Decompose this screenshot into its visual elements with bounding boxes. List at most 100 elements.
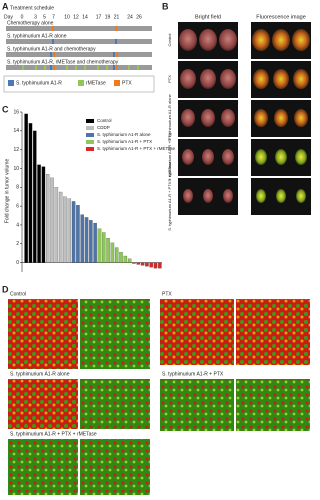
- panel-title: Treatment schedule: [10, 5, 54, 11]
- panel-letter: A: [2, 1, 9, 11]
- legend-label: S. typhimurium A1-R + PTX + rMETase: [97, 146, 176, 151]
- micrograph: [236, 379, 310, 431]
- tumor: [292, 29, 310, 51]
- rmetase-marker: [22, 65, 24, 70]
- rmetase-marker: [97, 65, 99, 70]
- tumor: [294, 109, 308, 127]
- y-tick-label: 0: [16, 260, 19, 266]
- micrograph: [8, 299, 78, 369]
- bar: [67, 198, 72, 263]
- y-tick-label: 6: [16, 203, 19, 209]
- rmetase-marker: [66, 65, 68, 70]
- tumor: [296, 189, 306, 203]
- y-tick-label: 14: [13, 128, 19, 134]
- bar: [153, 262, 158, 269]
- micrograph: [160, 299, 234, 365]
- bar: [132, 262, 136, 264]
- schedule: [6, 26, 152, 70]
- row-label: S. typhimurium A1-R + PTX: [167, 132, 172, 181]
- column-header: Bright field: [195, 14, 221, 20]
- bacteria-marker: [52, 39, 54, 44]
- tumor: [203, 189, 213, 203]
- tumor: [273, 69, 289, 89]
- tumor: [199, 29, 217, 51]
- legend-swatch: [86, 119, 94, 123]
- row-label: PTX: [167, 75, 172, 83]
- schedule-bar: [6, 65, 152, 70]
- micrograph: [8, 439, 78, 495]
- tumor: [274, 109, 288, 127]
- ptx-marker: [53, 65, 55, 70]
- row-label: S. typhimurium A1-R, rMETase and chemoth…: [7, 59, 119, 65]
- legend-swatch: [86, 133, 94, 137]
- y-tick-label: 4: [16, 222, 19, 228]
- day-number: 0: [21, 14, 24, 20]
- panel-letter: B: [162, 1, 169, 11]
- bar: [119, 252, 123, 263]
- tumor: [181, 109, 195, 127]
- legend-label: S. typhimurium A1-R: [16, 80, 62, 86]
- bar: [50, 177, 54, 263]
- tumor: [272, 29, 290, 51]
- tumor: [253, 69, 269, 89]
- bacteria-marker: [113, 52, 115, 57]
- tumor: [256, 189, 266, 203]
- legend-swatch: [78, 80, 84, 86]
- legend-label: CDDP: [97, 125, 110, 130]
- schedule-bar: [6, 26, 152, 31]
- day-number: 21: [114, 14, 120, 20]
- tumor: [255, 149, 267, 165]
- micrograph: [80, 439, 150, 495]
- image-label: S. typhimurium A1-R alone: [10, 371, 70, 377]
- day-number: 5: [43, 14, 46, 20]
- ptx-marker: [53, 52, 55, 57]
- micrograph: [160, 379, 234, 431]
- row-label: Chemotherapy alone: [7, 20, 54, 26]
- tumor: [221, 109, 235, 127]
- legend-label: PTX: [122, 80, 132, 86]
- bar: [58, 191, 63, 263]
- day-number: 17: [96, 14, 102, 20]
- bar: [45, 174, 50, 263]
- image-label: Control: [10, 291, 26, 297]
- tumor: [202, 149, 214, 165]
- bacteria-marker: [50, 52, 52, 57]
- day-label: Day: [4, 14, 13, 20]
- y-tick-label: 2: [16, 241, 19, 247]
- legend-swatch: [8, 80, 14, 86]
- row-label: Control: [167, 33, 172, 46]
- image-label: PTX: [162, 291, 172, 297]
- panel-letter: C: [2, 104, 9, 114]
- bar: [136, 262, 141, 265]
- tumor: [182, 149, 194, 165]
- legend-swatch: [86, 126, 94, 130]
- micrograph: [80, 299, 150, 369]
- bar: [24, 113, 28, 263]
- day-number: 26: [136, 14, 142, 20]
- bar: [41, 166, 46, 263]
- micrograph: [236, 299, 310, 365]
- panel-letter: D: [2, 284, 9, 294]
- day-number: 24: [127, 14, 133, 20]
- bar: [71, 201, 76, 263]
- y-tick-label: 12: [13, 147, 19, 153]
- rmetase-marker: [84, 65, 86, 70]
- y-tick-label: 8: [16, 185, 19, 191]
- row-label: S. typhimurium A1-R + PTX + rMETase: [167, 161, 172, 231]
- row-label: S. typhimurium A1-R alone: [7, 33, 67, 39]
- micrograph: [80, 379, 150, 429]
- row-label: S. typhimurium A1-R alone: [167, 93, 172, 141]
- bar: [93, 222, 97, 263]
- day-number: 3: [34, 14, 37, 20]
- day-number: 19: [105, 14, 111, 20]
- tumor: [276, 189, 286, 203]
- legend-label: Control: [97, 118, 112, 123]
- bar: [89, 220, 93, 263]
- rmetase-marker: [44, 65, 46, 70]
- bar: [33, 130, 37, 263]
- bar: [110, 242, 115, 263]
- tumor: [180, 69, 196, 89]
